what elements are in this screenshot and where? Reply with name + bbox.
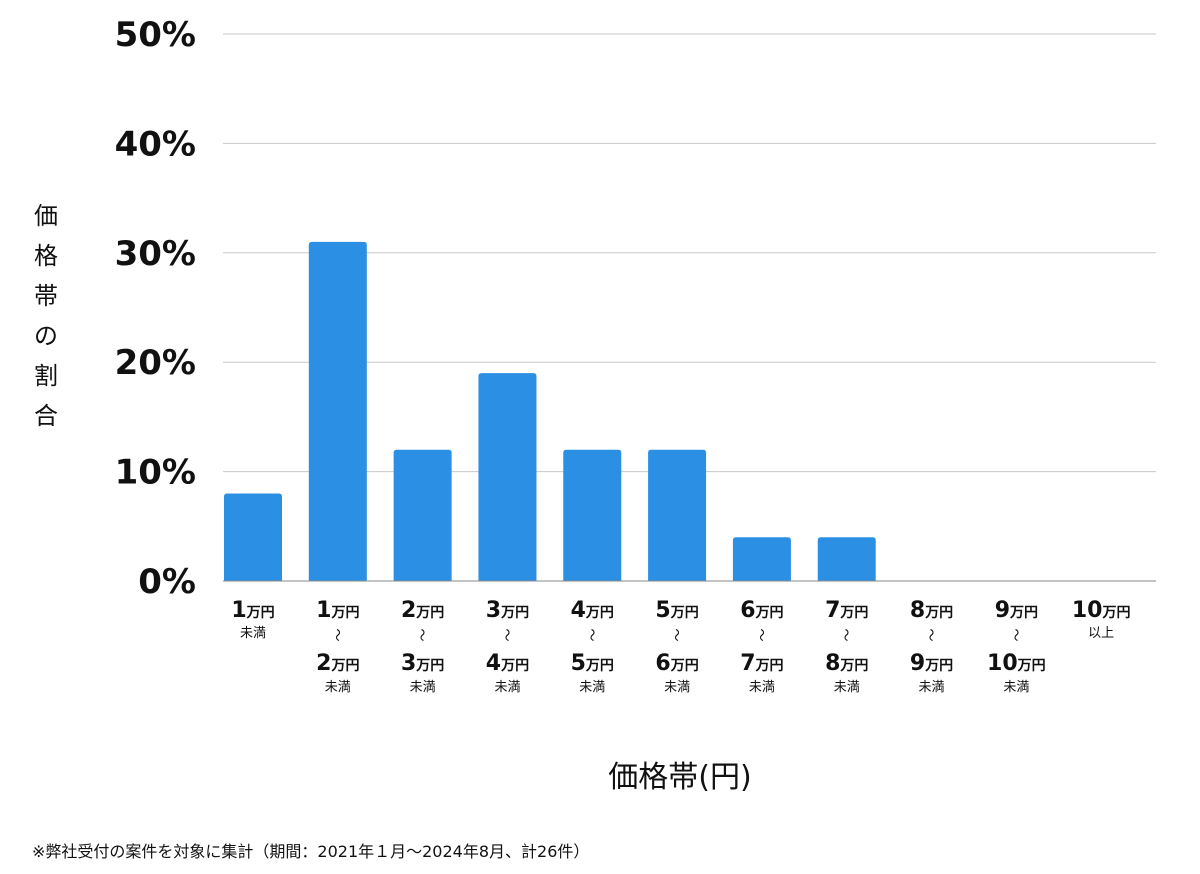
x-tick-amount: 5万円 — [655, 598, 698, 623]
x-tick-amount: 6万円 — [740, 598, 783, 623]
x-tick-amount: 7万円 — [740, 651, 783, 676]
bar — [308, 241, 367, 582]
x-tick-range-mark: 〜 — [329, 628, 344, 641]
x-tick-amount: 3万円 — [486, 598, 529, 623]
x-tick-amount: 8万円 — [910, 598, 953, 623]
x-tick-note: 未満 — [919, 680, 945, 695]
x-tick-note: 未満 — [1003, 680, 1029, 695]
x-tick-range-mark: 〜 — [838, 628, 853, 641]
bar — [478, 373, 537, 581]
bar — [563, 449, 622, 581]
y-tick-label: 20% — [115, 343, 196, 383]
bar — [732, 537, 791, 581]
y-tick-label: 0% — [138, 562, 196, 602]
bar — [393, 449, 452, 581]
x-tick-note: 未満 — [240, 626, 266, 641]
x-tick-note: 以上 — [1088, 626, 1114, 641]
x-tick-note: 未満 — [579, 680, 605, 695]
bars — [224, 241, 876, 582]
x-tick-range-mark: 〜 — [923, 628, 938, 641]
x-tick-amount: 10万円 — [1072, 598, 1131, 623]
y-tick-label: 10% — [115, 453, 196, 493]
gridlines — [223, 33, 1156, 473]
x-tick-range-mark: 〜 — [668, 628, 683, 641]
x-tick-note: 未満 — [410, 680, 436, 695]
footnote: ※弊社受付の案件を対象に集計（期間：2021年１月〜2024年8月、計26件） — [32, 842, 590, 861]
x-axis-ticks: 1万円未満1万円〜2万円未満2万円〜3万円未満3万円〜4万円未満4万円〜5万円未… — [231, 598, 1130, 695]
y-tick-label: 30% — [115, 234, 196, 274]
x-tick-note: 未満 — [749, 680, 775, 695]
x-tick-amount: 10万円 — [987, 651, 1046, 676]
x-tick-amount: 6万円 — [655, 651, 698, 676]
x-tick-amount: 3万円 — [401, 651, 444, 676]
x-tick-amount: 4万円 — [486, 651, 529, 676]
x-tick-note: 未満 — [325, 680, 351, 695]
y-axis-label: 価格帯の割合 — [34, 202, 58, 430]
x-tick-range-mark: 〜 — [753, 628, 768, 641]
x-tick-amount: 2万円 — [401, 598, 444, 623]
y-tick-label: 50% — [115, 15, 196, 55]
x-tick-amount: 4万円 — [571, 598, 614, 623]
x-tick-amount: 5万円 — [571, 651, 614, 676]
x-tick-amount: 7万円 — [825, 598, 868, 623]
y-axis-ticks: 0% 10% 20% 30% 40% 50% — [115, 15, 196, 602]
x-tick-note: 未満 — [494, 680, 520, 695]
x-tick-range-mark: 〜 — [498, 628, 513, 641]
y-tick-label: 40% — [115, 124, 196, 164]
bar — [648, 449, 707, 581]
x-tick-note: 未満 — [664, 680, 690, 695]
x-tick-amount: 9万円 — [910, 651, 953, 676]
x-tick-range-mark: 〜 — [414, 628, 429, 641]
x-tick-amount: 9万円 — [995, 598, 1038, 623]
x-tick-amount: 2万円 — [316, 651, 359, 676]
x-tick-amount: 1万円 — [231, 598, 274, 623]
x-tick-note: 未満 — [834, 680, 860, 695]
x-tick-amount: 8万円 — [825, 651, 868, 676]
x-tick-amount: 1万円 — [316, 598, 359, 623]
bar — [224, 493, 282, 581]
x-tick-range-mark: 〜 — [583, 628, 598, 641]
bar — [817, 537, 876, 581]
x-tick-range-mark: 〜 — [1007, 628, 1022, 641]
x-axis-label: 価格帯(円) — [608, 760, 752, 795]
